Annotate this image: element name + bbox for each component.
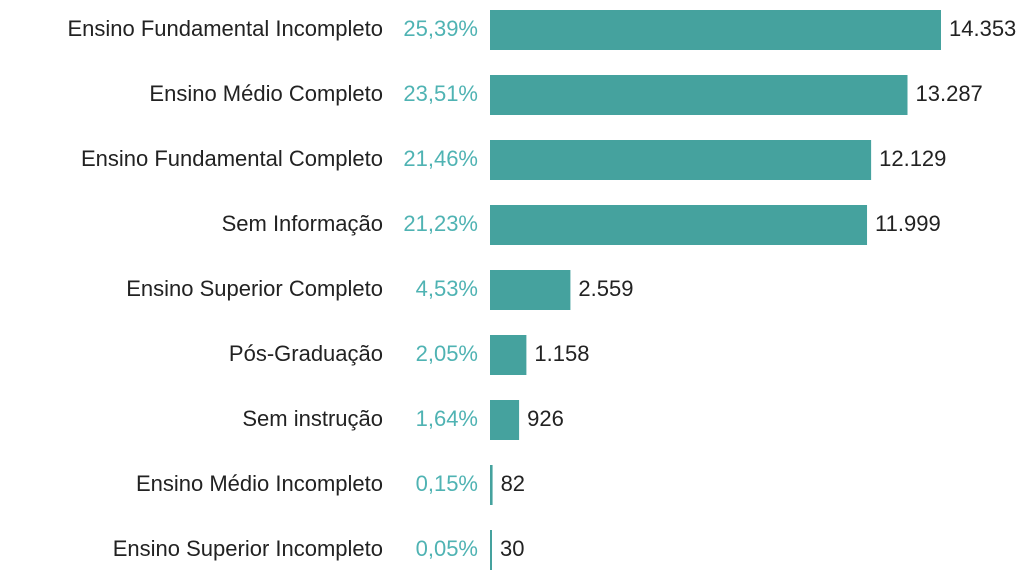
value-label: 82 bbox=[501, 471, 525, 496]
bar bbox=[490, 205, 868, 245]
share-label: 1,64% bbox=[416, 406, 478, 431]
bar bbox=[490, 530, 492, 570]
bar bbox=[490, 465, 493, 505]
share-label: 23,51% bbox=[403, 81, 478, 106]
share-label: 0,15% bbox=[416, 471, 478, 496]
category-label: Ensino Fundamental Incompleto bbox=[67, 16, 383, 41]
category-label: Ensino Superior Completo bbox=[126, 276, 383, 301]
share-label: 21,46% bbox=[403, 146, 478, 171]
category-label: Ensino Médio Completo bbox=[149, 81, 383, 106]
category-label: Pós-Graduação bbox=[229, 341, 383, 366]
share-label: 25,39% bbox=[403, 16, 478, 41]
category-label: Ensino Fundamental Completo bbox=[81, 146, 383, 171]
value-label: 13.287 bbox=[916, 81, 983, 106]
value-label: 14.353 bbox=[949, 16, 1016, 41]
value-label: 12.129 bbox=[879, 146, 946, 171]
value-label: 926 bbox=[527, 406, 564, 431]
value-label: 1.158 bbox=[534, 341, 589, 366]
value-label: 30 bbox=[500, 536, 524, 561]
share-label: 4,53% bbox=[416, 276, 478, 301]
bar bbox=[490, 140, 872, 180]
category-label: Sem Informação bbox=[222, 211, 383, 236]
bar bbox=[490, 75, 908, 115]
category-label: Sem instrução bbox=[242, 406, 383, 431]
value-label: 2.559 bbox=[578, 276, 633, 301]
share-label: 2,05% bbox=[416, 341, 478, 366]
bar bbox=[490, 270, 571, 310]
value-label: 11.999 bbox=[875, 211, 941, 236]
category-label: Ensino Superior Incompleto bbox=[113, 536, 383, 561]
category-label: Ensino Médio Incompleto bbox=[136, 471, 383, 496]
bar bbox=[490, 10, 941, 50]
share-label: 0,05% bbox=[416, 536, 478, 561]
bar bbox=[490, 335, 527, 375]
share-label: 21,23% bbox=[403, 211, 478, 236]
bar bbox=[490, 400, 520, 440]
